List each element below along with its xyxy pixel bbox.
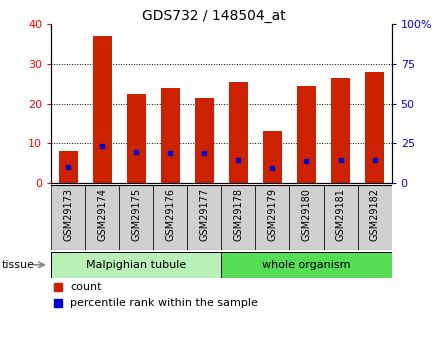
Text: GSM29177: GSM29177 [199,188,209,241]
Text: GSM29175: GSM29175 [131,188,141,241]
Bar [59,151,77,183]
Bar [195,98,214,183]
Text: GSM29179: GSM29179 [267,188,277,241]
Text: Malpighian tubule: Malpighian tubule [86,260,186,270]
Bar [365,72,384,183]
Text: tissue: tissue [2,260,35,270]
Text: GSM29178: GSM29178 [234,188,243,241]
Bar [161,88,180,183]
Text: GSM29182: GSM29182 [370,188,380,241]
Bar [187,185,222,250]
Text: GSM29174: GSM29174 [97,188,107,241]
Bar [263,131,282,183]
Bar [51,185,85,250]
Bar [324,185,358,250]
Bar [229,82,248,183]
Text: GSM29181: GSM29181 [336,188,345,241]
Bar [85,185,119,250]
Bar [222,252,392,278]
Bar [255,185,290,250]
Bar [222,185,255,250]
Text: count: count [70,282,101,292]
Bar [331,78,350,183]
Bar [93,36,112,183]
Bar [153,185,187,250]
Text: percentile rank within the sample: percentile rank within the sample [70,298,258,308]
Text: GSM29176: GSM29176 [166,188,175,241]
Bar [290,185,324,250]
Text: GDS732 / 148504_at: GDS732 / 148504_at [142,9,286,23]
Bar [127,93,146,183]
Bar [297,86,316,183]
Text: whole organism: whole organism [262,260,351,270]
Bar [119,185,153,250]
Bar [358,185,392,250]
Text: GSM29173: GSM29173 [63,188,73,241]
Text: GSM29180: GSM29180 [302,188,312,241]
Bar [51,252,222,278]
